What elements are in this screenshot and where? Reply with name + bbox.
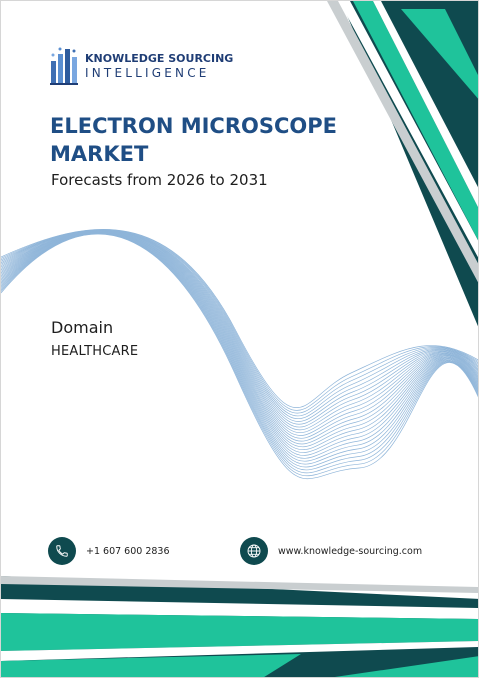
globe-icon	[240, 537, 268, 565]
report-subtitle: Forecasts from 2026 to 2031	[51, 171, 268, 189]
phone-contact[interactable]: +1 607 600 2836	[48, 537, 170, 565]
phone-icon	[48, 537, 76, 565]
domain-label: Domain	[51, 318, 114, 337]
report-title: ELECTRON MICROSCOPE MARKET	[50, 114, 337, 166]
brand-name-line2: INTELLIGENCE	[85, 66, 210, 80]
building-bars-logo-icon	[50, 47, 78, 85]
phone-number: +1 607 600 2836	[86, 545, 170, 557]
domain-value: HEALTHCARE	[51, 344, 139, 359]
website-contact[interactable]: www.knowledge-sourcing.com	[240, 537, 422, 565]
wave-line	[1, 233, 478, 480]
brand-name-line1: KNOWLEDGE SOURCING	[85, 52, 234, 65]
brand-logo: KNOWLEDGE SOURCING INTELLIGENCE	[49, 45, 233, 87]
wave-line	[1, 231, 478, 448]
website-url: www.knowledge-sourcing.com	[278, 545, 423, 557]
